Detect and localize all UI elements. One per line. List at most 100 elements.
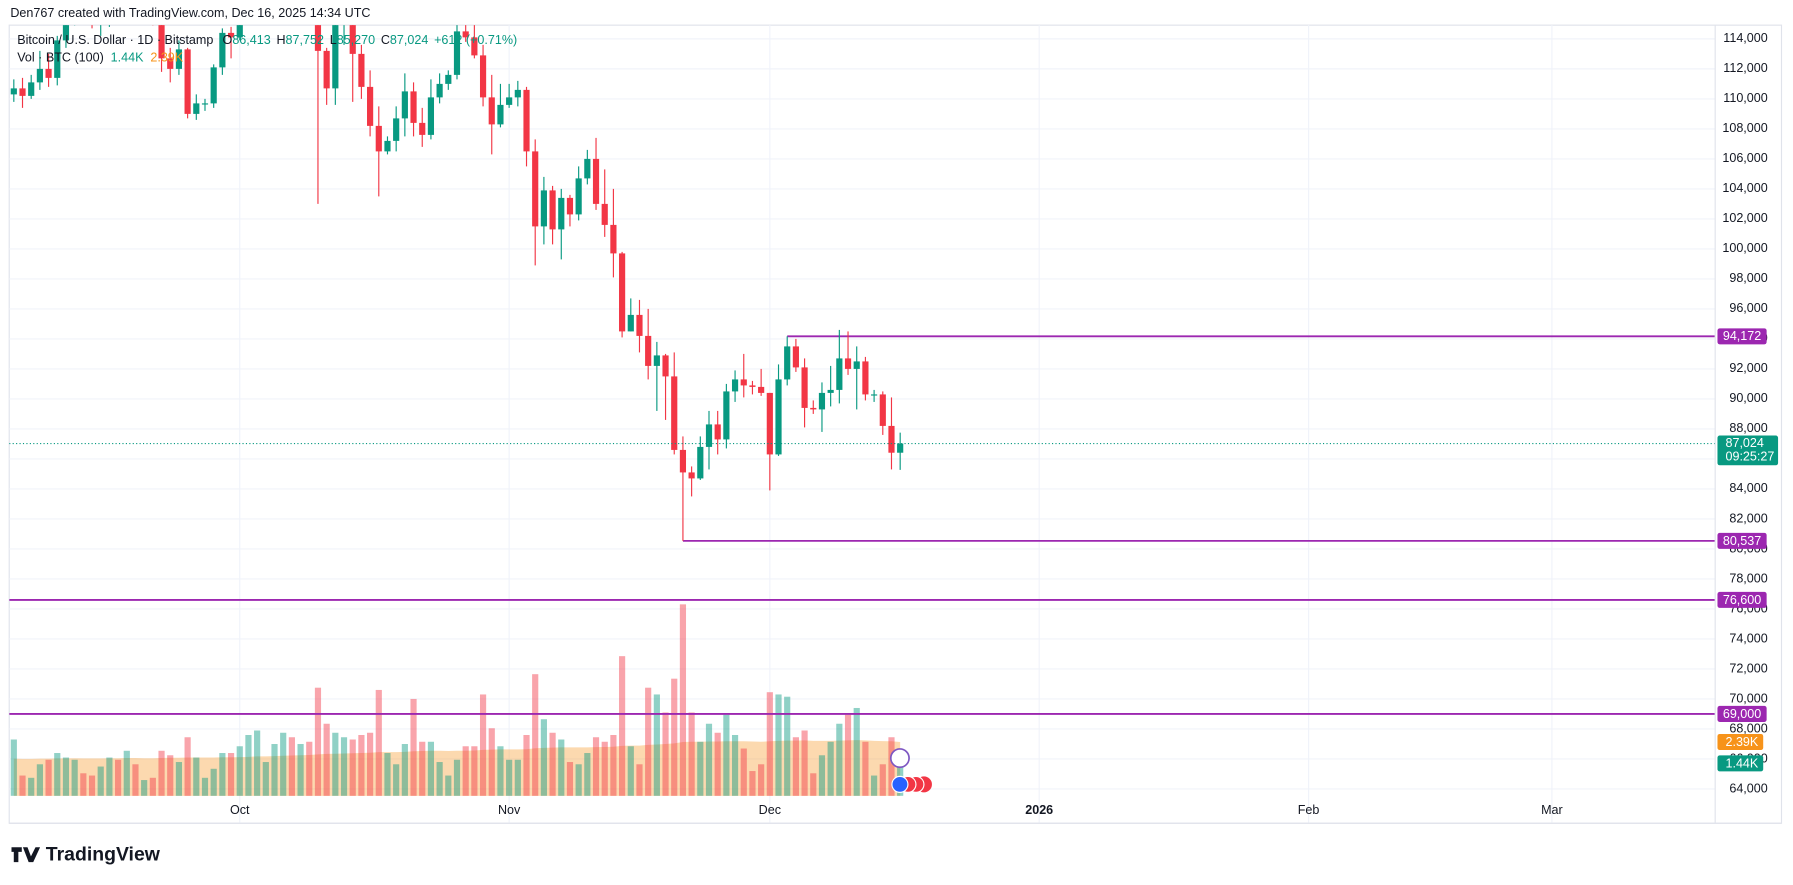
volume-bar (132, 764, 139, 796)
volume-bar (566, 762, 574, 796)
change: +612 (+0.71%) (434, 33, 517, 47)
volume-badge (1717, 755, 1764, 772)
volume-bar (453, 759, 461, 796)
candle-body (688, 472, 695, 479)
candle-body (871, 394, 878, 396)
volume-bar (123, 750, 130, 796)
candle-body (36, 68, 43, 83)
level-badge (1717, 705, 1767, 722)
x-tick-label: Nov (498, 803, 521, 817)
candle-body (210, 67, 217, 104)
volume-bar (836, 723, 843, 796)
x-tick-label: Mar (1541, 803, 1563, 817)
y-tick-label: 70,000 (1729, 691, 1767, 705)
volume-bar (853, 707, 860, 796)
volume-bar (375, 689, 382, 796)
volume-bar (740, 748, 747, 796)
y-tick-label: 68,000 (1729, 721, 1767, 735)
volume-bar (801, 730, 808, 796)
level-label: 94,172 (1723, 329, 1761, 343)
y-tick-label: 102,000 (1722, 211, 1767, 225)
volume-bar (201, 777, 209, 796)
candle-body (401, 91, 408, 119)
candle-body (314, 25, 322, 51)
candle-body (784, 346, 791, 380)
volume-ma-value: 2.39K (150, 51, 183, 65)
candle-body (575, 178, 582, 215)
volume-bar (775, 694, 782, 796)
volume-bar (280, 732, 287, 796)
volume-bar (879, 764, 886, 796)
y-tick-label: 72,000 (1729, 661, 1767, 675)
volume-bar (193, 757, 200, 796)
candle-body (184, 49, 191, 114)
volume-bar (427, 741, 435, 796)
y-tick-label: 110,000 (1723, 91, 1767, 105)
volume-bar (236, 746, 243, 796)
volume-bar (314, 687, 322, 796)
volume-bar (514, 759, 521, 796)
y-tick-label: 100,000 (1722, 241, 1767, 255)
volume-bar (679, 604, 687, 796)
candle-body (471, 37, 478, 56)
candle-body (219, 32, 226, 68)
y-tick-label: 90,000 (1729, 391, 1767, 405)
volume-label: 1.44K (1725, 756, 1758, 770)
legend-line: Bitcoin / U.S. Dollar · 1D · Bitstamp O86… (17, 33, 517, 47)
candle-body (19, 88, 26, 96)
candle-body (158, 25, 165, 59)
volume-bar (393, 764, 400, 796)
candle-body (358, 53, 365, 87)
candle-body (532, 151, 539, 227)
candle-body (367, 86, 374, 126)
volume-bar (141, 780, 148, 796)
volume-bar (80, 773, 87, 796)
candle-body (45, 68, 52, 78)
candle-body (758, 386, 765, 393)
candle-body (479, 55, 487, 98)
candle-body (540, 190, 547, 227)
candle-body (375, 125, 382, 152)
last-price-label: 87,024 (1725, 436, 1763, 450)
volume-bar (45, 759, 52, 796)
candle-body (193, 103, 200, 114)
candle-body (201, 103, 209, 105)
volume-bar (627, 746, 634, 796)
volume-bar (662, 712, 669, 796)
candle-body (792, 346, 799, 368)
volume-bar (384, 753, 391, 796)
volume-bar (28, 777, 35, 796)
y-tick-label: 112,000 (1723, 61, 1767, 75)
volume-bar (71, 759, 78, 796)
y-tick-label: 84,000 (1729, 481, 1767, 495)
volume-bar (792, 737, 799, 796)
candle-body (836, 358, 843, 390)
volume-bar (219, 753, 226, 796)
candle-body (462, 31, 469, 38)
volume-bar (167, 755, 174, 796)
volume-bar (115, 759, 122, 796)
volume-bar (506, 759, 513, 796)
volume-bar (19, 775, 26, 796)
brand-name: TradingView (46, 843, 161, 865)
volume-bar (254, 730, 261, 796)
candle-body (28, 82, 35, 96)
volume-bar (766, 692, 773, 796)
ohlc-key: H (276, 33, 285, 47)
volume-bar (532, 674, 539, 796)
candle-body (671, 376, 678, 450)
level-label: 76,600 (1723, 593, 1761, 607)
volume-bar (471, 746, 478, 796)
y-tick-label: 82,000 (1729, 511, 1767, 525)
volume-bar (723, 714, 730, 796)
ohlc-key: L (330, 33, 337, 47)
volume-name: Vol · BTC (100) (17, 51, 104, 65)
volume-bar (705, 723, 713, 796)
volume-bar (862, 741, 869, 796)
candle-body (566, 197, 574, 215)
volume-bar (349, 739, 356, 796)
logo-mark (11, 847, 41, 863)
volume-bar (575, 764, 582, 796)
